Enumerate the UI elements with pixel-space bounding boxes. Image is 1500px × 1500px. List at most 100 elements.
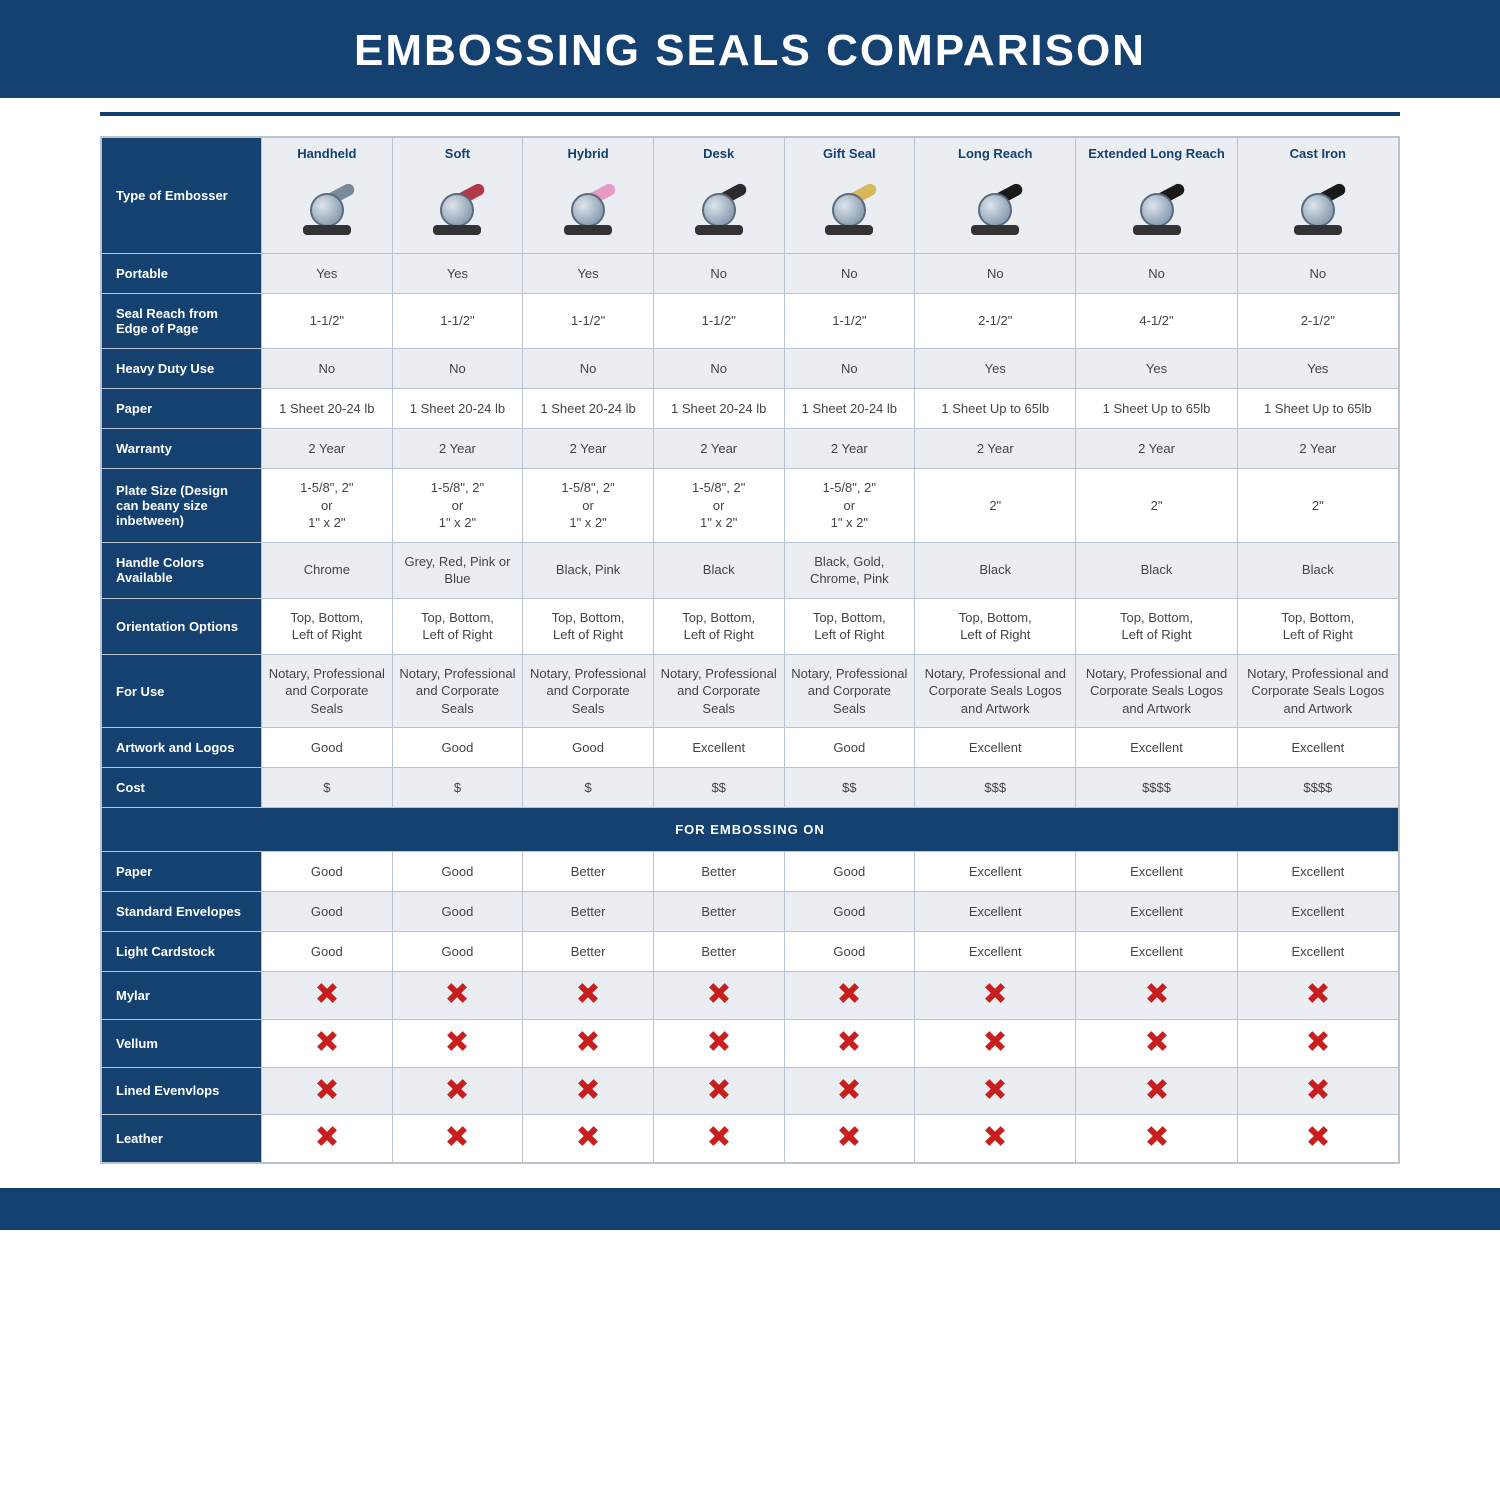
table-cell: Excellent xyxy=(653,728,784,768)
table-cell: Excellent xyxy=(915,852,1076,892)
table-cell: Black, Pink xyxy=(523,542,654,598)
table-cell: 1-5/8", 2"or1" x 2" xyxy=(784,469,915,543)
table-cell: Top, Bottom,Left of Right xyxy=(915,598,1076,654)
table-cell xyxy=(1237,1020,1398,1068)
table-cell: $$$ xyxy=(915,768,1076,808)
table-cell: 1 Sheet 20-24 lb xyxy=(784,389,915,429)
table-cell: 2 Year xyxy=(1076,429,1237,469)
table-cell: Excellent xyxy=(915,932,1076,972)
table-cell: Better xyxy=(523,892,654,932)
table-cell: Top, Bottom,Left of Right xyxy=(262,598,393,654)
table-cell xyxy=(392,972,523,1020)
table-cell xyxy=(1237,1115,1398,1163)
footer-bar xyxy=(0,1188,1500,1230)
table-cell: 2 Year xyxy=(262,429,393,469)
column-header: Extended Long Reach xyxy=(1076,138,1237,254)
table-cell xyxy=(784,972,915,1020)
table-cell: Good xyxy=(262,728,393,768)
x-icon xyxy=(446,982,468,1004)
title-bar: EMBOSSING SEALS COMPARISON xyxy=(0,0,1500,98)
table-cell xyxy=(915,972,1076,1020)
column-header: Long Reach xyxy=(915,138,1076,254)
row-label: Warranty xyxy=(102,429,262,469)
table-cell: 1 Sheet 20-24 lb xyxy=(262,389,393,429)
x-icon xyxy=(708,982,730,1004)
table-cell: 1-1/2" xyxy=(784,294,915,349)
column-title: Hybrid xyxy=(527,146,649,161)
x-icon xyxy=(1307,1125,1329,1147)
x-icon xyxy=(577,982,599,1004)
table-cell: $$ xyxy=(653,768,784,808)
table-cell: 1-1/2" xyxy=(653,294,784,349)
x-icon xyxy=(1307,982,1329,1004)
table-cell: Excellent xyxy=(1237,892,1398,932)
table: Type of EmbosserHandheldSoftHybridDeskGi… xyxy=(101,137,1399,1163)
column-header: Handheld xyxy=(262,138,393,254)
table-cell: 1-5/8", 2"or1" x 2" xyxy=(653,469,784,543)
table-cell: Good xyxy=(392,892,523,932)
table-cell: Better xyxy=(523,932,654,972)
table-cell xyxy=(653,972,784,1020)
table-cell: Top, Bottom,Left of Right xyxy=(653,598,784,654)
table-cell xyxy=(392,1115,523,1163)
x-icon xyxy=(984,1030,1006,1052)
section-header: FOR EMBOSSING ON xyxy=(102,808,1399,852)
embosser-icon xyxy=(1130,181,1184,235)
table-cell: Excellent xyxy=(915,892,1076,932)
x-icon xyxy=(316,1078,338,1100)
table-cell: 4-1/2" xyxy=(1076,294,1237,349)
row-label: Plate Size (Design can beany size inbetw… xyxy=(102,469,262,543)
table-cell: Yes xyxy=(1237,349,1398,389)
table-cell xyxy=(653,1115,784,1163)
column-header: Desk xyxy=(653,138,784,254)
x-icon xyxy=(446,1030,468,1052)
table-cell: 1-5/8", 2"or1" x 2" xyxy=(392,469,523,543)
table-cell: 2 Year xyxy=(784,429,915,469)
table-cell: No xyxy=(653,254,784,294)
row-label: Type of Embosser xyxy=(102,138,262,254)
table-cell: 2-1/2" xyxy=(915,294,1076,349)
table-cell xyxy=(523,1115,654,1163)
x-icon xyxy=(316,982,338,1004)
table-cell: Good xyxy=(523,728,654,768)
table-cell: No xyxy=(1237,254,1398,294)
x-icon xyxy=(316,1030,338,1052)
table-cell xyxy=(523,972,654,1020)
table-cell: Notary, Professional and Corporate Seals xyxy=(653,654,784,728)
table-cell: Black, Gold, Chrome, Pink xyxy=(784,542,915,598)
table-cell: Good xyxy=(784,892,915,932)
row-label: For Use xyxy=(102,654,262,728)
table-cell: Top, Bottom,Left of Right xyxy=(784,598,915,654)
x-icon xyxy=(1146,1078,1168,1100)
table-cell: 2-1/2" xyxy=(1237,294,1398,349)
row-label: Cost xyxy=(102,768,262,808)
page-title: EMBOSSING SEALS COMPARISON xyxy=(0,26,1500,76)
section-header-row: FOR EMBOSSING ON xyxy=(102,808,1399,852)
table-cell xyxy=(262,1020,393,1068)
table-cell: Yes xyxy=(915,349,1076,389)
column-header: Gift Seal xyxy=(784,138,915,254)
column-title: Handheld xyxy=(266,146,388,161)
embosser-icon xyxy=(822,181,876,235)
x-icon xyxy=(838,1030,860,1052)
table-cell: 2 Year xyxy=(523,429,654,469)
x-icon xyxy=(316,1125,338,1147)
horizontal-rule xyxy=(100,112,1400,116)
x-icon xyxy=(1307,1078,1329,1100)
table-cell: 1-5/8", 2"or1" x 2" xyxy=(262,469,393,543)
column-title: Desk xyxy=(658,146,780,161)
table-cell xyxy=(523,1067,654,1115)
row-label: Mylar xyxy=(102,972,262,1020)
table-cell xyxy=(784,1115,915,1163)
table-cell: Notary, Professional and Corporate Seals xyxy=(262,654,393,728)
table-cell: Excellent xyxy=(1076,932,1237,972)
table-cell: 1 Sheet Up to 65lb xyxy=(915,389,1076,429)
column-title: Cast Iron xyxy=(1242,146,1394,161)
table-cell: 1-1/2" xyxy=(523,294,654,349)
table-cell: Good xyxy=(392,728,523,768)
x-icon xyxy=(1146,1030,1168,1052)
table-cell: $ xyxy=(392,768,523,808)
table-cell: Notary, Professional and Corporate Seals… xyxy=(1237,654,1398,728)
x-icon xyxy=(984,1125,1006,1147)
table-cell: 2" xyxy=(1076,469,1237,543)
